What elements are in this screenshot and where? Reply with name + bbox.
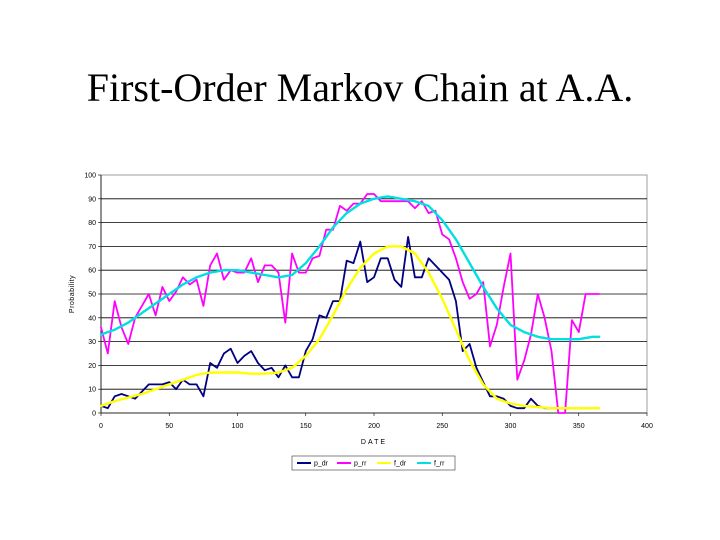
x-tick-label: 0 [99,423,103,430]
y-tick-label: 30 [88,339,96,346]
legend-label-f-dr: f_dr [394,461,407,468]
slide-title: First-Order Markov Chain at A.A. [86,65,634,110]
series-lines [99,193,601,414]
series-line-p-rr [100,193,601,414]
y-tick-label: 60 [88,268,96,275]
y-tick-label: 50 [88,292,96,299]
x-tick-label: 400 [641,423,653,430]
x-tick-label: 50 [165,423,173,430]
legend-label-p-rr: p_rr [354,461,367,468]
y-tick-label: 90 [88,196,96,203]
x-tick-label: 100 [232,423,244,430]
x-tick-label: 200 [368,423,380,430]
gridlines [101,198,647,390]
axes: 0 10 20 30 40 50 60 70 80 90 100 0 50 100 150 200 250 300… [84,173,653,431]
x-tick-label: 150 [300,423,312,430]
series-line-f-dr [99,245,601,410]
y-tick-label: 80 [88,220,96,227]
legend: p_dr p_rr f_dr f_rr [297,461,445,468]
y-tick-label: 70 [88,244,96,251]
legend-label-p-dr: p_dr [314,461,329,468]
x-tick-label: 350 [573,423,585,430]
x-tick-label: 250 [436,423,448,430]
y-axis-title: Probability [69,275,76,313]
y-tick-label: 20 [88,363,96,370]
y-tick-label: 40 [88,315,96,322]
series-line-f-rr [99,195,601,341]
y-tick-label: 10 [88,387,96,394]
y-tick-label: 100 [84,173,96,180]
x-tick-label: 300 [505,423,517,430]
y-tick-label: 0 [92,411,96,418]
x-axis-title: DATE [361,439,387,446]
legend-label-f-rr: f_rr [434,461,445,468]
legend-box [291,455,456,471]
